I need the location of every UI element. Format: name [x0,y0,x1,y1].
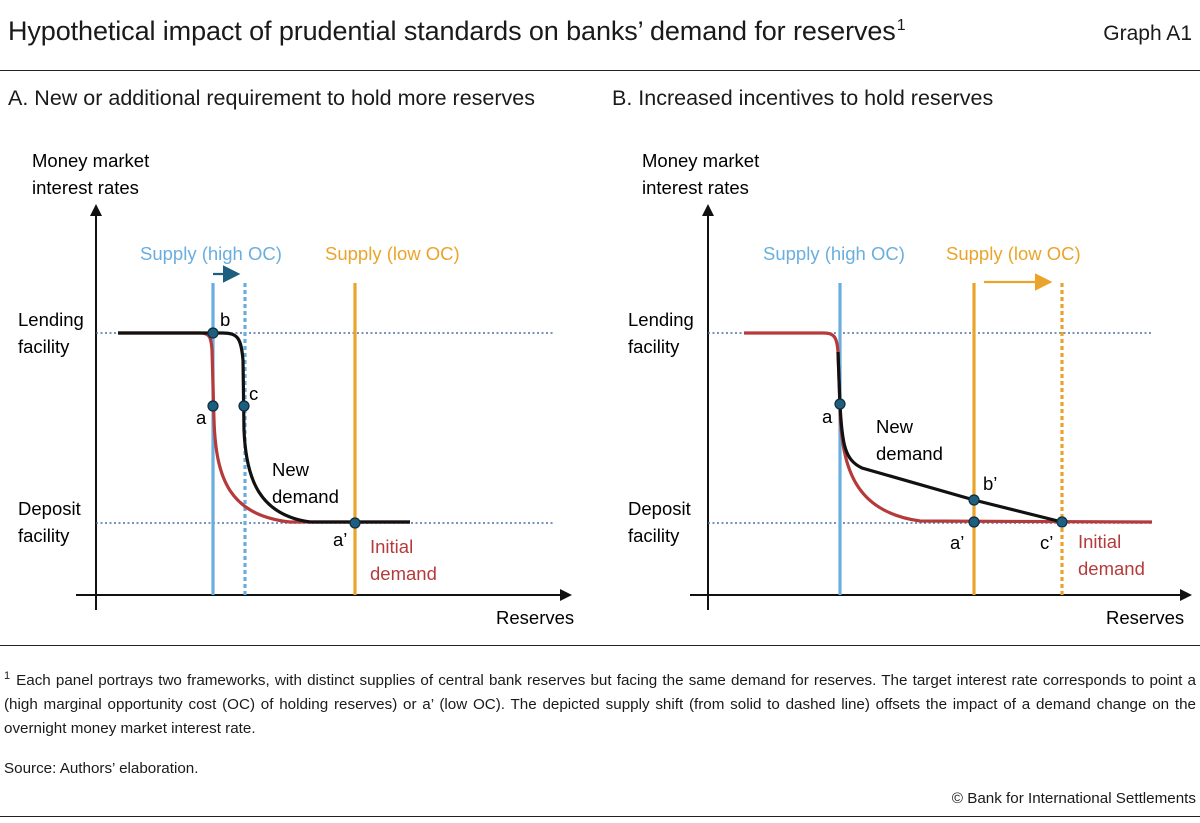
panel-a-y-arrowhead [90,204,102,216]
panel-b-point-a [834,398,846,410]
panel-a-label-a: a [196,407,207,428]
title-rule [0,70,1200,71]
graph-id: Graph A1 [1103,22,1192,45]
panel-a-new-demand-label-2: demand [272,486,339,507]
footnote-text: Each panel portrays two frameworks, with… [4,672,1196,738]
panel-b-x-axis-label: Reserves [1106,607,1184,628]
panel-b-y-axis-label-2: interest rates [642,177,749,198]
panel-a-initial-demand-label-2: demand [370,563,437,584]
graph-title: Hypothetical impact of prudential standa… [8,16,906,46]
panel-b-label-a-prime: a’ [950,532,964,553]
panel-a-supply-low-label: Supply (low OC) [325,243,460,264]
panel-a-title: A. New or additional requirement to hold… [8,86,536,110]
panel-a-new-demand-curve [118,331,410,524]
bottom-rule [0,816,1200,817]
panel-b-title: B. Increased incentives to hold reserves [612,86,994,110]
panel-b-label-c-prime: c’ [1040,532,1053,553]
panel-b-lending-label-1: Lending [628,309,694,330]
panel-b-initial-demand-label-1: Initial [1078,531,1121,552]
panel-b-y-arrowhead [702,204,714,216]
panel-a-label-b: b [220,309,230,330]
panel-a-x-arrowhead [560,589,572,601]
panel-b-point-b-prime [968,494,980,506]
panel-b-label-b-prime: b’ [983,473,997,494]
panel-a: Money market interest rates Reserves Len… [18,150,574,628]
source-note: Source: Authors’ elaboration. [4,760,199,777]
panel-b: Money market interest rates Reserves Len… [628,150,1192,628]
panel-a-initial-demand-label-1: Initial [370,536,413,557]
panel-a-label-c: c [249,383,258,404]
footnote-marker: 1 [4,670,11,682]
panel-a-supply-high-label: Supply (high OC) [140,243,282,264]
title-row: Hypothetical impact of prudential standa… [8,16,1192,62]
footnote: 1 Each panel portrays two frameworks, wit… [4,664,1196,741]
panel-a-point-b [207,327,219,339]
panel-a-deposit-label-1: Deposit [18,498,81,519]
panel-b-new-demand-label-2: demand [876,443,943,464]
panel-b-label-a: a [822,406,833,427]
panel-b-new-demand-curve [836,351,1063,524]
panel-a-point-c [238,400,250,412]
panel-a-y-axis-label-2: interest rates [32,177,139,198]
panel-b-supply-low-label: Supply (low OC) [946,243,1081,264]
panel-a-lending-label-2: facility [18,336,70,357]
panel-b-deposit-label-2: facility [628,525,680,546]
panel-a-initial-demand-curve [118,331,410,524]
panel-a-y-axis-label-1: Money market [32,150,149,171]
panel-b-deposit-label-1: Deposit [628,498,691,519]
panel-b-initial-demand-label-2: demand [1078,558,1145,579]
panel-b-y-axis-label-1: Money market [642,150,759,171]
panel-b-new-demand-label-1: New [876,416,914,437]
panel-b-lending-label-2: facility [628,336,680,357]
title-footnote-marker: 1 [896,17,906,34]
panel-b-x-arrowhead [1180,589,1192,601]
panel-a-lending-label-1: Lending [18,309,84,330]
panel-a-label-a-prime: a’ [333,529,347,550]
footnote-rule [0,645,1200,646]
diagram-canvas: Money market interest rates Reserves Len… [18,150,1192,628]
copyright: © Bank for International Settlements [951,790,1196,807]
panel-b-point-a-prime [968,516,980,528]
panel-a-point-a [207,400,219,412]
panel-a-x-axis-label: Reserves [496,607,574,628]
panel-a-deposit-label-2: facility [18,525,70,546]
panel-a-point-a-prime [349,517,361,529]
panel-b-point-c-prime [1056,516,1068,528]
panel-b-supply-high-label: Supply (high OC) [763,243,905,264]
panel-a-new-demand-label-1: New [272,459,310,480]
